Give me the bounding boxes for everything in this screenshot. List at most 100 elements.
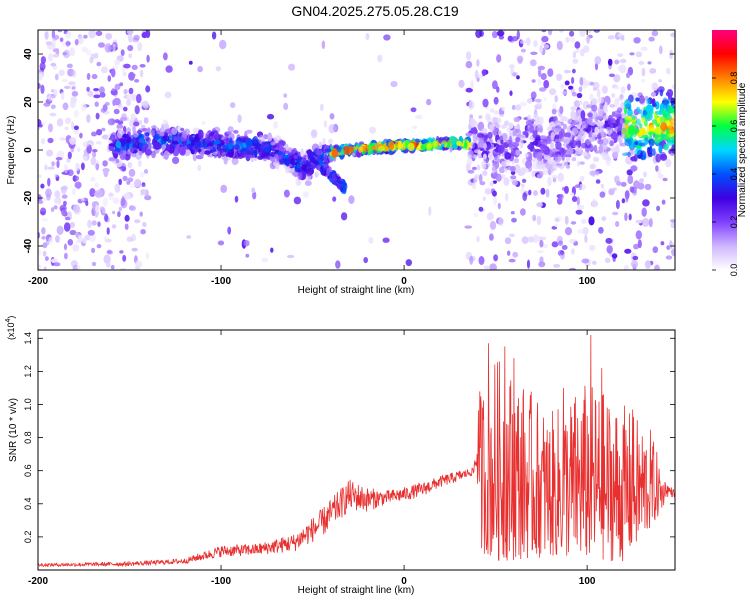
spectrogram-cell (649, 68, 657, 74)
spectrogram-cell (641, 207, 647, 217)
spectrogram-cell (215, 66, 222, 72)
spectrogram-cell (220, 184, 228, 193)
spectrogram-cell (562, 123, 568, 130)
spectrogram-cell (64, 85, 71, 89)
spectrogram-cell (54, 173, 59, 178)
spectrogram-cell (641, 217, 650, 227)
spectrogram-cell (493, 116, 499, 126)
spectrogram-cell (284, 154, 290, 158)
spectrogram-cell (520, 39, 527, 45)
colorbar-tick-label: 0.8 (729, 72, 739, 85)
spectrogram-cell (475, 30, 482, 39)
spectrogram-cell (582, 227, 589, 235)
spectrogram-cell (79, 132, 83, 139)
spectrogram-cell (83, 34, 88, 39)
spectrogram-cell (40, 183, 45, 189)
spectrogram-cell (566, 147, 574, 155)
spectrogram-cell (172, 156, 180, 165)
spectrogram-cell (288, 63, 296, 71)
spectrogram-cell (342, 186, 347, 195)
spectrogram-cell (640, 46, 648, 51)
spectrogram-cell (279, 158, 288, 165)
spectrogram-cell (540, 73, 547, 80)
spectrogram-cell (564, 227, 573, 236)
spectrogram-cell (231, 157, 239, 166)
spectrogram-cell (529, 125, 535, 134)
spectrogram-cell (138, 141, 144, 150)
spectrogram-cell (536, 173, 543, 179)
spectrogram-cell (197, 65, 203, 73)
spectrogram-cell (610, 122, 617, 129)
spectrogram-cell (263, 147, 271, 153)
spectrogram-y-tick-label: 40 (23, 48, 34, 60)
spectrogram-cell (458, 79, 465, 88)
spectrogram-cell (112, 210, 116, 215)
spectrogram-cell (583, 45, 590, 53)
spectrogram-cell (91, 73, 98, 80)
spectrogram-cell (585, 30, 592, 34)
snr-y-ticks: 0.2 0.4 0.6 0.8 1.0 1.2 1.4 (23, 332, 675, 543)
spectrogram-cell (579, 175, 585, 182)
spectrogram-cell (570, 140, 578, 147)
spectrogram-cell (622, 152, 629, 156)
spectrogram-cell (151, 150, 156, 159)
spectrogram-cell (526, 259, 531, 269)
spectrogram-cell (59, 137, 66, 141)
spectrogram-cell (650, 128, 657, 132)
spectrogram-cell (496, 30, 505, 37)
spectrogram-cell (482, 98, 489, 108)
spectrogram-cell (497, 144, 505, 154)
spectrogram-cell (252, 136, 259, 145)
spectrogram-cell (514, 128, 522, 137)
spectrogram-cell (116, 123, 124, 130)
spectrogram-cell (75, 162, 80, 171)
spectrogram-cell (627, 151, 631, 158)
spectrogram-cell (198, 148, 202, 152)
spectrogram-cell (511, 105, 516, 110)
spectrogram-cell (591, 260, 597, 265)
spectrogram-cell (88, 30, 96, 39)
spectrogram-cell (629, 52, 635, 56)
spectrogram-cell (608, 117, 612, 126)
spectrogram-cell (489, 220, 497, 230)
spectrogram-cell (493, 110, 500, 115)
spectrogram-cell (286, 254, 295, 259)
spectrogram-cell (575, 209, 583, 215)
spectrogram-cell (604, 257, 611, 264)
spectrogram-cell (145, 85, 151, 93)
spectrogram-cell (98, 86, 105, 94)
spectrogram-cell (533, 190, 538, 196)
spectrogram-cell (49, 112, 57, 117)
spectrogram-cell (337, 184, 343, 188)
spectrogram-cell (340, 148, 345, 156)
spectrogram-cell (511, 217, 517, 223)
spectrogram-cell (558, 130, 563, 140)
spectrogram-cell (571, 248, 575, 255)
spectrogram-cell (470, 123, 475, 128)
spectrogram-cell (509, 90, 513, 96)
spectrogram-cell (342, 145, 351, 155)
spectrogram-cell (486, 142, 492, 149)
spectrogram-cell (146, 54, 150, 63)
spectrogram-cell (614, 97, 620, 108)
spectrogram-cell (134, 79, 140, 83)
snr-y-tick-label: 0.6 (23, 464, 33, 477)
spectrogram-cell (134, 266, 140, 270)
spectrogram-cell (128, 168, 136, 177)
spectrogram-cell (529, 59, 537, 67)
spectrogram-cell (407, 142, 415, 152)
spectrogram-cell (163, 52, 168, 61)
spectrogram-cell (528, 165, 532, 172)
spectrogram-cell (624, 106, 628, 115)
spectrogram-cell (139, 64, 146, 68)
spectrogram-cell (302, 191, 310, 198)
spectrogram-cell (92, 149, 98, 153)
spectrogram-cell (118, 206, 123, 212)
spectrogram-cell (591, 104, 598, 112)
spectrogram-y-tick-label: 0 (23, 147, 34, 153)
spectrogram-cell (164, 91, 172, 99)
spectrogram-cell (537, 140, 542, 145)
spectrogram-cell (134, 105, 140, 115)
spectrogram-cell (154, 133, 161, 140)
spectrogram-cell (128, 33, 133, 43)
